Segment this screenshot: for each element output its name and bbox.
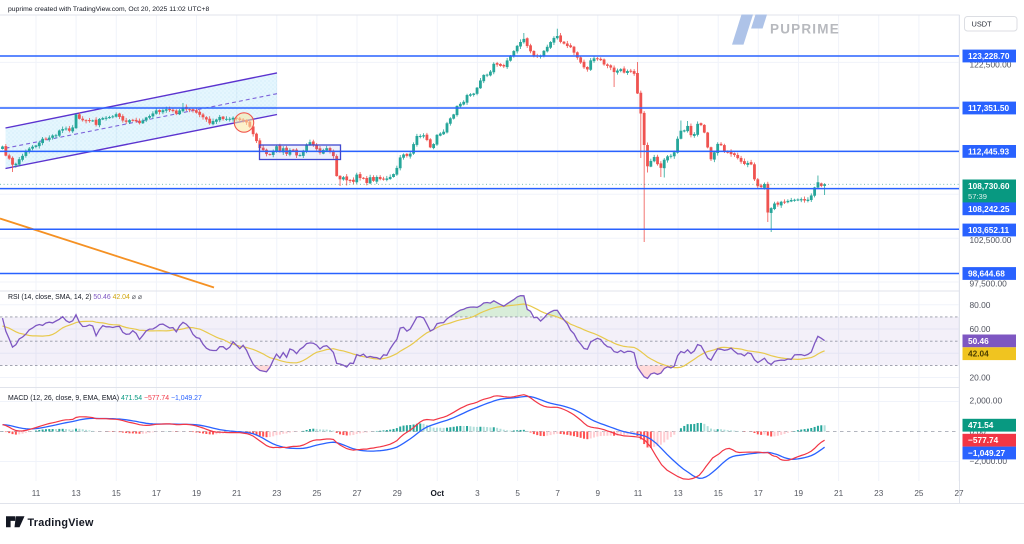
svg-text:112,445.93: 112,445.93: [968, 146, 1009, 156]
svg-text:11: 11: [634, 489, 643, 498]
svg-text:98,644.68: 98,644.68: [968, 269, 1005, 279]
svg-text:17: 17: [152, 489, 162, 498]
svg-text:97,500.00: 97,500.00: [970, 279, 1008, 289]
svg-text:MACD (12, 26, close, 9, EMA, E: MACD (12, 26, close, 9, EMA, EMA) 471.54…: [8, 395, 202, 402]
svg-text:50.46: 50.46: [968, 336, 989, 346]
svg-text:19: 19: [794, 489, 804, 498]
svg-text:19: 19: [192, 489, 202, 498]
svg-text:57:39: 57:39: [968, 192, 987, 201]
svg-text:15: 15: [112, 489, 122, 498]
svg-text:9: 9: [596, 489, 601, 498]
svg-text:29: 29: [393, 489, 403, 498]
svg-text:471.54: 471.54: [968, 420, 994, 430]
svg-text:21: 21: [834, 489, 844, 498]
svg-text:108,730.60: 108,730.60: [968, 181, 1010, 191]
svg-text:PUPRIME: PUPRIME: [770, 22, 840, 37]
svg-text:123,228.70: 123,228.70: [968, 51, 1010, 61]
svg-text:102,500.00: 102,500.00: [970, 235, 1012, 245]
svg-text:60.00: 60.00: [970, 324, 991, 334]
svg-text:3: 3: [475, 489, 480, 498]
svg-text:puprime created with TradingVi: puprime created with TradingView.com, Oc…: [8, 6, 210, 13]
svg-text:RSI (14, close, SMA, 14, 2) 50: RSI (14, close, SMA, 14, 2) 50.46 42.04 …: [8, 294, 142, 301]
svg-text:Oct: Oct: [430, 489, 444, 498]
svg-text:23: 23: [272, 489, 282, 498]
svg-text:13: 13: [72, 489, 82, 498]
svg-text:27: 27: [954, 489, 964, 498]
svg-text:108,242.25: 108,242.25: [968, 204, 1010, 214]
svg-text:42.04: 42.04: [968, 349, 989, 359]
svg-text:15: 15: [714, 489, 724, 498]
svg-text:TradingView: TradingView: [28, 517, 95, 529]
svg-text:17: 17: [754, 489, 764, 498]
svg-text:7: 7: [555, 489, 560, 498]
svg-text:USDT: USDT: [972, 20, 993, 29]
svg-text:13: 13: [674, 489, 684, 498]
svg-text:2,000.00: 2,000.00: [970, 396, 1003, 406]
svg-text:80.00: 80.00: [970, 300, 991, 310]
svg-text:20.00: 20.00: [970, 373, 991, 383]
svg-text:117,351.50: 117,351.50: [968, 103, 1009, 113]
svg-text:−577.74: −577.74: [968, 435, 999, 445]
svg-text:25: 25: [914, 489, 924, 498]
svg-text:25: 25: [312, 489, 322, 498]
svg-text:5: 5: [515, 489, 520, 498]
svg-text:11: 11: [32, 489, 41, 498]
svg-text:27: 27: [352, 489, 362, 498]
svg-text:21: 21: [232, 489, 242, 498]
svg-text:−1,049.27: −1,049.27: [968, 448, 1006, 458]
svg-text:103,652.11: 103,652.11: [968, 225, 1009, 235]
svg-text:23: 23: [874, 489, 884, 498]
